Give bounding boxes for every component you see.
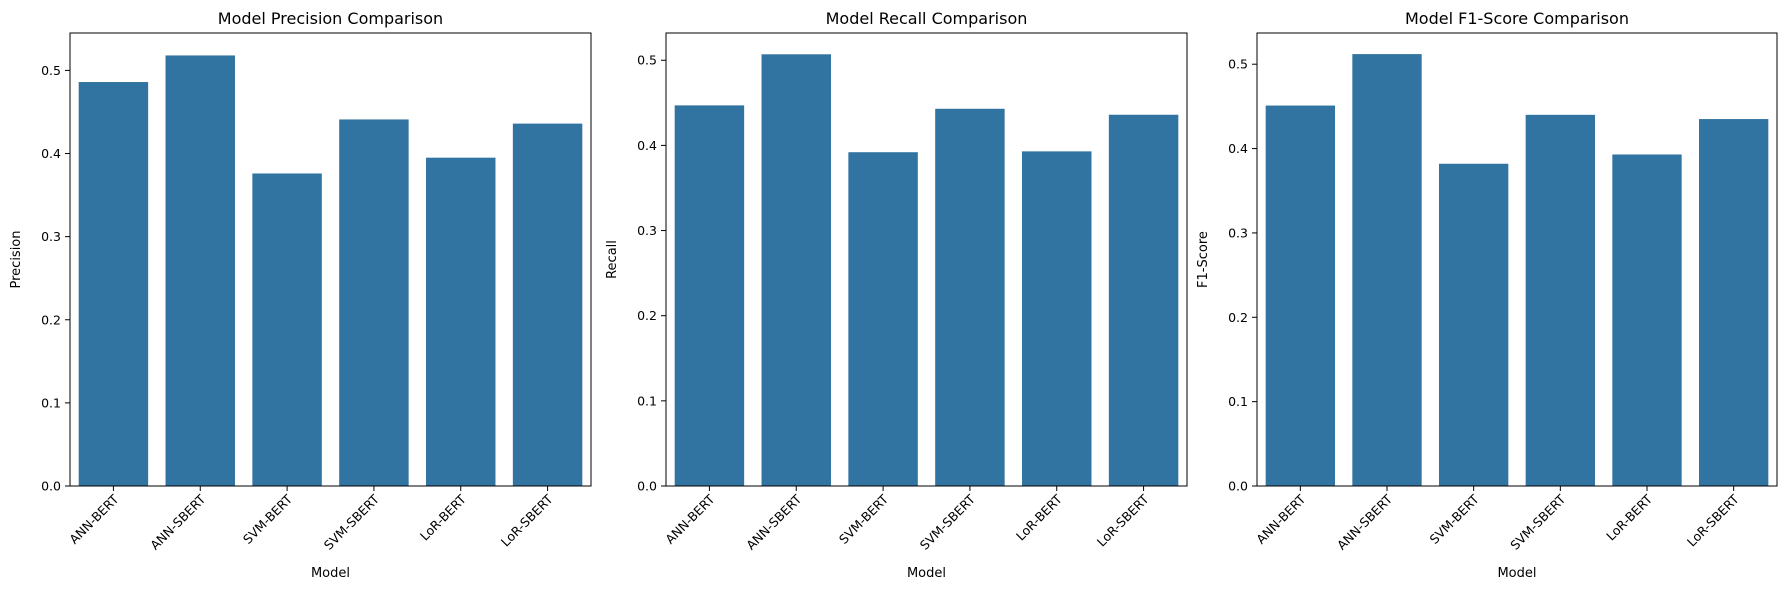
- bar-svm-bert: [252, 173, 322, 486]
- x-tick-label: LoR-SBERT: [1094, 491, 1152, 549]
- chart-title: Model Recall Comparison: [826, 9, 1028, 28]
- chart-panel-2: Model Recall Comparison 0.0 0.1 0.2 0.3 0.4 0.…: [605, 9, 1188, 581]
- x-axis-label: Model: [1497, 566, 1536, 581]
- bar-lor-bert: [1022, 151, 1092, 487]
- x-tick-label: SVM-SBERT: [1507, 491, 1568, 552]
- x-tick-label: LoR-SBERT: [1684, 491, 1742, 549]
- x-tick-label: ANN-SBERT: [147, 491, 208, 552]
- y-tick-label: 0.0: [637, 479, 657, 494]
- x-tick-label: LoR-BERT: [1013, 491, 1065, 543]
- x-axis-label: Model: [311, 566, 350, 581]
- bar-svm-sbert: [935, 108, 1005, 486]
- y-tick-label: 0.5: [637, 53, 657, 68]
- bar-svm-sbert: [1525, 114, 1595, 486]
- x-tick-label: LoR-BERT: [417, 491, 469, 543]
- y-tick-label: 0.4: [41, 146, 61, 161]
- bar-ann-sbert: [165, 55, 235, 487]
- y-axis-label: F1-Score: [1196, 231, 1211, 288]
- x-tick-label: SVM-SBERT: [917, 491, 978, 552]
- y-tick-label: 0.2: [637, 308, 657, 323]
- y-tick-label: 0.5: [1228, 57, 1248, 72]
- chart-panel-1: Model Precision Comparison 0.0 0.1 0.2 0.3 0.…: [9, 9, 592, 581]
- x-tick-label: SVM-BERT: [1426, 491, 1482, 547]
- bar-lor-sbert: [1699, 119, 1769, 487]
- bar-ann-bert: [78, 82, 149, 486]
- x-tick-label: ANN-SBERT: [743, 491, 804, 552]
- bar-lor-sbert: [512, 123, 583, 486]
- bar-lor-bert: [1612, 154, 1682, 486]
- y-tick-label: 0.0: [41, 479, 61, 494]
- x-tick-label: ANN-BERT: [662, 491, 718, 547]
- x-tick-label: LoR-BERT: [1603, 491, 1655, 543]
- y-axis-label: Precision: [9, 230, 24, 288]
- x-tick-label: ANN-SBERT: [1334, 491, 1395, 552]
- y-tick-label: 0.1: [41, 395, 61, 410]
- bar-lor-sbert: [1108, 114, 1179, 487]
- x-tick-label: SVM-BERT: [836, 491, 892, 547]
- bar-svm-sbert: [339, 119, 409, 487]
- chart-title: Model F1-Score Comparison: [1405, 9, 1629, 28]
- y-tick-label: 0.2: [41, 312, 61, 327]
- chart-panel-3: Model F1-Score Comparison 0.0 0.1 0.2 0.3 0.4…: [1196, 9, 1778, 581]
- bar-ann-sbert: [761, 54, 831, 486]
- y-tick-label: 0.1: [637, 393, 657, 408]
- y-tick-label: 0.4: [637, 138, 657, 153]
- x-tick-label: LoR-SBERT: [498, 491, 556, 549]
- y-tick-label: 0.4: [1228, 141, 1248, 156]
- x-tick-label: SVM-SBERT: [321, 491, 382, 552]
- x-tick-label: ANN-BERT: [1253, 491, 1309, 547]
- y-tick-label: 0.5: [41, 63, 61, 78]
- x-axis-label: Model: [907, 566, 946, 581]
- y-tick-label: 0.3: [41, 229, 61, 244]
- bar-ann-bert: [674, 105, 745, 487]
- axes-frame: [69, 32, 592, 487]
- axes-frame: [665, 32, 1188, 487]
- bar-ann-bert: [1265, 105, 1335, 486]
- y-tick-label: 0.3: [637, 223, 657, 238]
- y-tick-label: 0.1: [1228, 394, 1248, 409]
- y-tick-label: 0.0: [1228, 479, 1248, 494]
- bar-svm-bert: [1439, 163, 1509, 486]
- bar-lor-bert: [426, 157, 496, 486]
- chart-title: Model Precision Comparison: [218, 9, 443, 28]
- y-tick-label: 0.3: [1228, 225, 1248, 240]
- x-tick-label: SVM-BERT: [240, 491, 296, 547]
- x-tick-label: ANN-BERT: [66, 491, 122, 547]
- bar-ann-sbert: [1352, 54, 1422, 486]
- y-tick-label: 0.2: [1228, 310, 1248, 325]
- y-axis-label: Recall: [605, 240, 620, 279]
- bar-svm-bert: [848, 152, 918, 487]
- axes-frame: [1256, 32, 1778, 487]
